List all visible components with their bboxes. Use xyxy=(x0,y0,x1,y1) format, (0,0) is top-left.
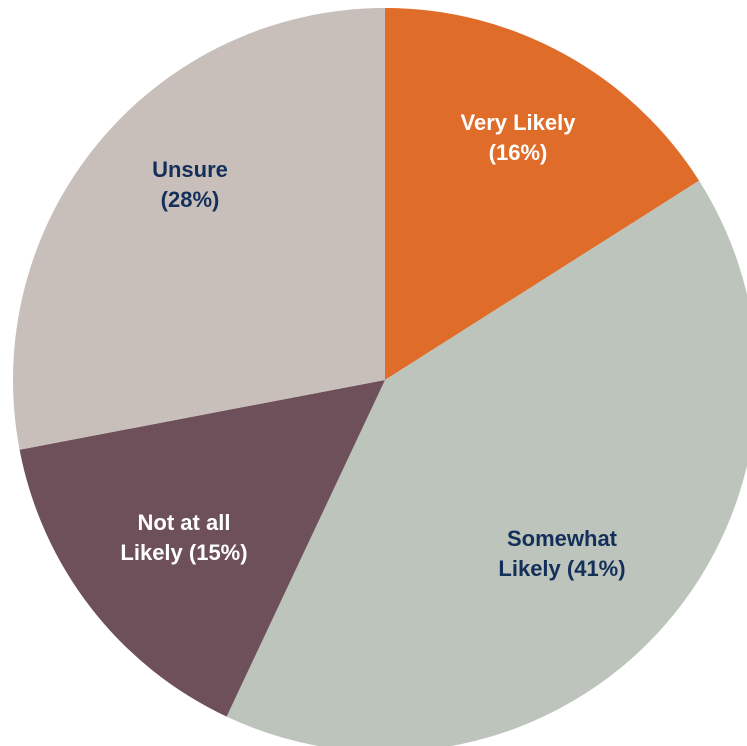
slice-label-line: (16%) xyxy=(489,140,548,165)
labels-layer: Very Likely (16%) Somewhat Likely (41%) Not … xyxy=(120,110,625,581)
slices-layer xyxy=(13,8,747,746)
slice-label-somewhat-likely: Somewhat Likely (41%) xyxy=(498,526,625,581)
pie-slice-somewhat-likely xyxy=(226,180,747,746)
slice-label-line: Not at all xyxy=(138,510,231,535)
slice-label-very-likely: Very Likely (16%) xyxy=(461,110,577,165)
slice-label-line: Very Likely xyxy=(461,110,577,135)
pie-slice-very-likely xyxy=(385,8,700,380)
slice-label-unsure: Unsure (28%) xyxy=(152,157,228,212)
slice-label-line: Likely (41%) xyxy=(498,556,625,581)
slice-label-line: (28%) xyxy=(161,187,220,212)
slice-label-not-at-all-likely: Not at all Likely (15%) xyxy=(120,510,247,565)
pie-slice-not-at-all-likely xyxy=(19,380,386,717)
pie-slice-unsure xyxy=(13,8,385,450)
slice-label-line: Somewhat xyxy=(507,526,618,551)
slice-label-line: Likely (15%) xyxy=(120,540,247,565)
slice-label-line: Unsure xyxy=(152,157,228,182)
